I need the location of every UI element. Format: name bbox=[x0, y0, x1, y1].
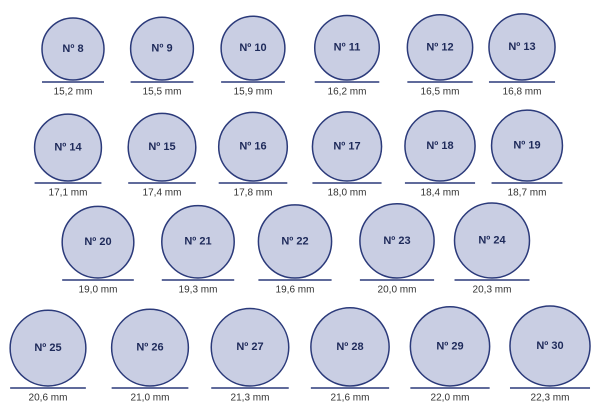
ring-size-label: Nº 27 bbox=[236, 341, 263, 353]
diameter-label: 16,5 mm bbox=[421, 87, 460, 98]
diameter-label: 19,0 mm bbox=[79, 285, 118, 296]
diameter-label: 22,3 mm bbox=[531, 393, 570, 404]
diameter-label: 16,8 mm bbox=[503, 87, 542, 98]
ring-circle bbox=[313, 14, 381, 81]
diameter-label: 22,0 mm bbox=[431, 393, 470, 404]
ring-circle bbox=[110, 308, 190, 387]
ring-size-label: Nº 15 bbox=[148, 141, 175, 153]
ring-circle bbox=[127, 112, 197, 182]
diameter-label: 20,6 mm bbox=[29, 393, 68, 404]
ring-size-label: Nº 20 bbox=[84, 236, 111, 248]
ring-size-label: Nº 30 bbox=[536, 340, 563, 352]
diameter-label: 18,4 mm bbox=[421, 188, 460, 199]
ring-circle bbox=[129, 16, 195, 81]
ring-size-label: Nº 18 bbox=[426, 140, 453, 152]
diameter-label: 17,8 mm bbox=[234, 188, 273, 199]
ring-circle bbox=[61, 205, 135, 279]
ring-circle bbox=[409, 305, 491, 387]
ring-circle bbox=[217, 111, 289, 182]
ring-size-label: Nº 11 bbox=[334, 42, 361, 54]
ring-size-label: Nº 17 bbox=[333, 140, 360, 152]
diameter-label: 15,2 mm bbox=[54, 87, 93, 98]
ring-size-label: Nº 22 bbox=[281, 235, 308, 247]
diameter-label: 21,3 mm bbox=[231, 393, 270, 404]
diameter-label: 19,3 mm bbox=[179, 285, 218, 296]
ring-size-label: Nº 29 bbox=[436, 340, 463, 352]
ring-circle bbox=[359, 203, 435, 279]
diameter-label: 20,0 mm bbox=[378, 285, 417, 296]
diameter-label: 17,4 mm bbox=[143, 188, 182, 199]
ring-size-label: Nº 10 bbox=[239, 42, 266, 54]
ring-size-label: Nº 14 bbox=[54, 141, 82, 153]
diameter-label: 16,2 mm bbox=[328, 87, 367, 98]
ring-circle bbox=[490, 109, 564, 182]
diameter-label: 18,0 mm bbox=[328, 188, 367, 199]
ring-circle bbox=[41, 17, 105, 81]
ring-circle bbox=[404, 110, 476, 182]
diameter-label: 18,7 mm bbox=[508, 188, 547, 199]
ring-circle bbox=[210, 307, 290, 387]
ring-circle bbox=[406, 13, 474, 81]
ring-size-label: Nº 12 bbox=[426, 41, 453, 53]
ring-size-label: Nº 23 bbox=[383, 235, 410, 247]
diameter-label: 19,6 mm bbox=[276, 285, 315, 296]
ring-size-label: Nº 8 bbox=[62, 43, 83, 55]
ring-size-label: Nº 24 bbox=[478, 234, 506, 246]
ring-circle bbox=[220, 15, 286, 81]
ring-size-label: Nº 21 bbox=[184, 236, 211, 248]
ring-size-label: Nº 19 bbox=[513, 139, 540, 151]
ring-circle bbox=[257, 204, 333, 279]
ring-circle bbox=[9, 309, 87, 387]
ring-circle bbox=[453, 202, 531, 279]
diameter-label: 21,0 mm bbox=[131, 393, 170, 404]
ring-circle bbox=[33, 113, 103, 182]
ring-circle bbox=[488, 13, 556, 81]
ring-circle bbox=[161, 204, 235, 279]
ring-circle bbox=[310, 306, 390, 387]
ring-size-label: Nº 28 bbox=[336, 341, 363, 353]
diameter-label: 20,3 mm bbox=[473, 285, 512, 296]
ring-circle bbox=[311, 111, 383, 182]
ring-size-label: Nº 13 bbox=[508, 41, 535, 53]
diameter-label: 17,1 mm bbox=[49, 188, 88, 199]
diameter-label: 15,9 mm bbox=[234, 87, 273, 98]
ring-size-label: Nº 16 bbox=[239, 141, 266, 153]
ring-circle bbox=[509, 305, 591, 387]
ring-size-label: Nº 25 bbox=[34, 342, 61, 354]
ring-size-label: Nº 9 bbox=[151, 43, 172, 55]
diameter-label: 21,6 mm bbox=[331, 393, 370, 404]
diameter-label: 15,5 mm bbox=[143, 87, 182, 98]
ring-size-label: Nº 26 bbox=[136, 342, 163, 354]
